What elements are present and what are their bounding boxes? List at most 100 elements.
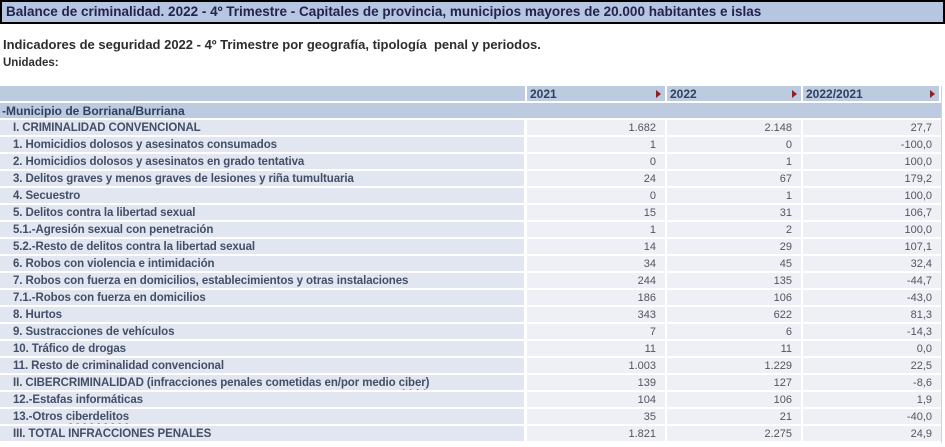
value-2022: 127 xyxy=(667,375,803,392)
column-header-2022-2021[interactable]: 2022/2021 xyxy=(803,86,941,103)
column-header-2021[interactable]: 2021 xyxy=(527,86,667,103)
value-2022: 1 xyxy=(667,188,803,205)
value-2022: 135 xyxy=(667,273,803,290)
table-row: 9. Sustracciones de vehículos 7 6 -14,3 xyxy=(0,324,941,341)
value-2022: 67 xyxy=(667,171,803,188)
row-label: 8. Hurtos xyxy=(0,307,527,324)
row-label-text: II. CIBERCRIMINALIDAD (infracciones pena… xyxy=(13,376,399,389)
value-2022: 0 xyxy=(667,137,803,154)
table-row: 8. Hurtos 343 622 81,3 xyxy=(0,307,941,324)
value-2021: 11 xyxy=(527,341,667,358)
value-variation: 1,9 xyxy=(803,392,941,409)
column-header-label: 2022/2021 xyxy=(806,86,863,101)
table-row: III. TOTAL INFRACCIONES PENALES 1.821 2.… xyxy=(0,426,941,443)
group-row-municipio[interactable]: -Municipio de Borriana/Burriana xyxy=(0,103,941,120)
value-variation: 100,0 xyxy=(803,188,941,205)
row-label: 4. Secuestro xyxy=(0,188,527,205)
row-label: 2. Homicidios dolosos y asesinatos en gr… xyxy=(0,154,527,171)
column-header-label: 2021 xyxy=(530,86,557,101)
table-row: 5. Delitos contra la libertad sexual 15 … xyxy=(0,205,941,222)
group-row-label[interactable]: -Municipio de Borriana/Burriana xyxy=(0,103,941,120)
value-2021: 0 xyxy=(527,154,667,171)
value-variation: 106,7 xyxy=(803,205,941,222)
value-2021: 34 xyxy=(527,256,667,273)
value-variation: -100,0 xyxy=(803,137,941,154)
row-label: 5.1.-Agresión sexual con penetración xyxy=(0,222,527,239)
table-row: II. CIBERCRIMINALIDAD (infracciones pena… xyxy=(0,375,941,392)
row-label: 13.-Otros ciberdelitos xyxy=(0,409,527,426)
crime-indicators-table: 2021 2022 2022/2021 -Municipio de Borria… xyxy=(0,86,942,443)
value-2021: 1 xyxy=(527,137,667,154)
row-label: II. CIBERCRIMINALIDAD (infracciones pena… xyxy=(0,375,527,392)
sort-arrow-icon xyxy=(656,89,661,98)
table-row: 12.-Estafas informáticas 104 106 1,9 xyxy=(0,392,941,409)
value-2022: 21 xyxy=(667,409,803,426)
value-2022: 11 xyxy=(667,341,803,358)
value-2021: 1 xyxy=(527,222,667,239)
value-variation: 22,5 xyxy=(803,358,941,375)
row-label: 10. Tráfico de drogas xyxy=(0,341,527,358)
value-variation: -8,6 xyxy=(803,375,941,392)
value-2021: 14 xyxy=(527,239,667,256)
sort-arrow-icon xyxy=(792,89,797,98)
value-2022: 6 xyxy=(667,324,803,341)
table-row: 5.1.-Agresión sexual con penetración 1 2… xyxy=(0,222,941,239)
value-2021: 35 xyxy=(527,409,667,426)
row-label: I. CRIMINALIDAD CONVENCIONAL xyxy=(0,120,527,137)
table-row: 1. Homicidios dolosos y asesinatos consu… xyxy=(0,137,941,154)
value-2022: 45 xyxy=(667,256,803,273)
spellcheck-underlined-word: ciberdelitos xyxy=(65,410,130,423)
value-2021: 104 xyxy=(527,392,667,409)
value-2021: 1.682 xyxy=(527,120,667,137)
row-label: 9. Sustracciones de vehículos xyxy=(0,324,527,341)
table-row: 7.1.-Robos con fuerza en domicilios 186 … xyxy=(0,290,941,307)
value-2021: 0 xyxy=(527,188,667,205)
table-row: I. CRIMINALIDAD CONVENCIONAL 1.682 2.148… xyxy=(0,120,941,137)
value-2022: 1 xyxy=(667,154,803,171)
value-2021: 139 xyxy=(527,375,667,392)
table-row: 4. Secuestro 0 1 100,0 xyxy=(0,188,941,205)
row-label: 5. Delitos contra la libertad sexual xyxy=(0,205,527,222)
value-2022: 2 xyxy=(667,222,803,239)
table-row: 6. Robos con violencia e intimidación 34… xyxy=(0,256,941,273)
row-label: 6. Robos con violencia e intimidación xyxy=(0,256,527,273)
value-variation: 107,1 xyxy=(803,239,941,256)
table-row: 2. Homicidios dolosos y asesinatos en gr… xyxy=(0,154,941,171)
table-row: 11. Resto de criminalidad convencional 1… xyxy=(0,358,941,375)
sort-arrow-icon xyxy=(930,89,935,98)
row-label: III. TOTAL INFRACCIONES PENALES xyxy=(0,426,527,443)
column-header-empty xyxy=(0,86,527,103)
report-title-bar: Balance de criminalidad. 2022 - 4º Trime… xyxy=(0,0,945,24)
value-2021: 1.821 xyxy=(527,426,667,443)
value-2022: 622 xyxy=(667,307,803,324)
value-2021: 343 xyxy=(527,307,667,324)
value-variation: 81,3 xyxy=(803,307,941,324)
value-variation: 32,4 xyxy=(803,256,941,273)
row-label: 7. Robos con fuerza en domicilios, estab… xyxy=(0,273,527,290)
row-label: 11. Resto de criminalidad convencional xyxy=(0,358,527,375)
column-header-2022[interactable]: 2022 xyxy=(667,86,803,103)
value-2022: 31 xyxy=(667,205,803,222)
table-row: 3. Delitos graves y menos graves de lesi… xyxy=(0,171,941,188)
row-label-text: ) xyxy=(425,376,430,389)
value-2021: 24 xyxy=(527,171,667,188)
row-label: 5.2.-Resto de delitos contra la libertad… xyxy=(0,239,527,256)
value-2021: 15 xyxy=(527,205,667,222)
row-label: 3. Delitos graves y menos graves de lesi… xyxy=(0,171,527,188)
value-2021: 1.003 xyxy=(527,358,667,375)
row-label: 12.-Estafas informáticas xyxy=(0,392,527,409)
value-2022: 1.229 xyxy=(667,358,803,375)
value-variation: 100,0 xyxy=(803,154,941,171)
value-variation: 0,0 xyxy=(803,341,941,358)
value-2021: 186 xyxy=(527,290,667,307)
value-2021: 7 xyxy=(527,324,667,341)
table-row: 10. Tráfico de drogas 11 11 0,0 xyxy=(0,341,941,358)
value-variation: -44,7 xyxy=(803,273,941,290)
value-2022: 106 xyxy=(667,392,803,409)
value-variation: 100,0 xyxy=(803,222,941,239)
value-variation: -40,0 xyxy=(803,409,941,426)
table-row: 7. Robos con fuerza en domicilios, estab… xyxy=(0,273,941,290)
value-variation: -14,3 xyxy=(803,324,941,341)
value-variation: 179,2 xyxy=(803,171,941,188)
value-variation: 27,7 xyxy=(803,120,941,137)
